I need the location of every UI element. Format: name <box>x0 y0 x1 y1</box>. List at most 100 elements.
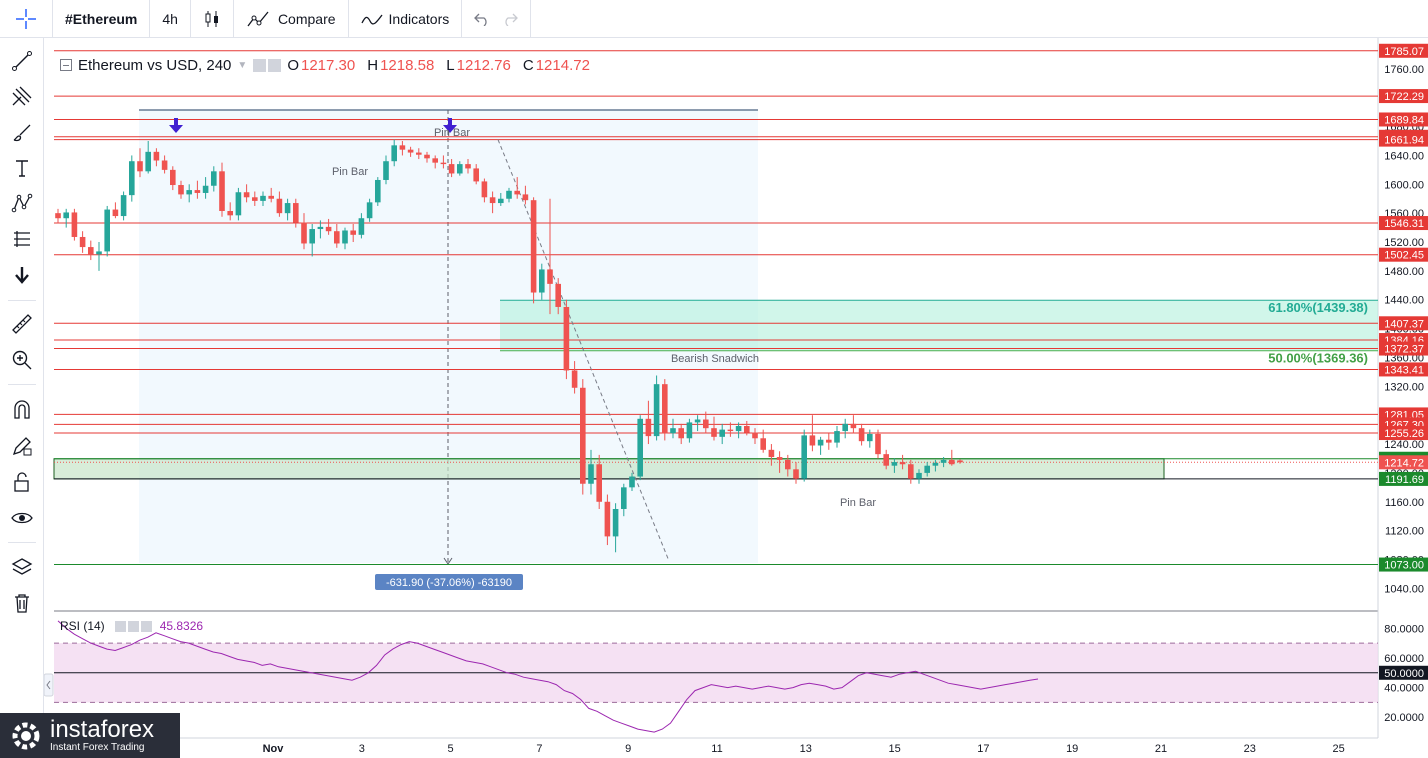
candle-body <box>711 428 717 437</box>
price-level-label: 1073.00 <box>1384 560 1424 572</box>
candle-body <box>79 236 86 248</box>
candle-body <box>957 460 963 463</box>
candle-body <box>571 370 578 388</box>
candle-body <box>842 423 848 432</box>
price-level-badge <box>1379 216 1428 231</box>
brush-tool[interactable] <box>7 117 37 147</box>
candle-body <box>358 218 365 235</box>
price-level-label: 1502.45 <box>1384 250 1424 262</box>
drawing-mode-tool[interactable] <box>7 431 37 461</box>
trendline-icon <box>12 51 32 71</box>
layers-icon <box>11 558 33 575</box>
price-level-badge <box>1379 341 1428 356</box>
candle-body <box>465 164 471 169</box>
price-level-label: 1255.26 <box>1384 428 1424 440</box>
price-level-badge <box>1379 43 1428 58</box>
candle-body <box>293 203 299 223</box>
lock-drawings-tool[interactable] <box>7 467 37 497</box>
candle-body <box>776 457 783 460</box>
eye-icon[interactable] <box>253 58 267 72</box>
candle-body <box>662 384 668 434</box>
symbol-search-button[interactable]: #Ethereum <box>65 10 138 27</box>
price-level-label: 1546.31 <box>1384 218 1424 230</box>
candle-body <box>727 429 734 432</box>
price-tick-label: 1480.00 <box>1384 266 1424 278</box>
candle-body <box>325 226 332 232</box>
measure-tool[interactable] <box>7 309 37 339</box>
rsi-tick-label: 80.0000 <box>1384 623 1424 635</box>
zoom-tool[interactable] <box>7 345 37 375</box>
trendline-tool[interactable] <box>7 46 37 76</box>
pattern-tool[interactable] <box>7 188 37 218</box>
candle-body <box>809 435 816 446</box>
magnet-tool[interactable] <box>7 395 37 425</box>
compare-button[interactable]: Compare <box>234 0 348 38</box>
candle-body <box>678 428 684 439</box>
candle-body <box>817 439 824 446</box>
price-level-badge <box>1379 132 1428 147</box>
candle-body <box>908 464 914 479</box>
price-level-badge <box>1379 426 1428 441</box>
indicators-label: Indicators <box>388 10 450 27</box>
price-level-badge <box>1379 247 1428 262</box>
eye-icon[interactable] <box>114 620 126 632</box>
gear-icon[interactable] <box>268 58 282 72</box>
candle-body <box>867 433 873 442</box>
candle-body <box>768 449 775 458</box>
object-tree-tool[interactable] <box>7 552 37 582</box>
undo-icon <box>474 13 487 26</box>
candle-body <box>719 429 725 437</box>
rsi-level-badge <box>1379 665 1428 680</box>
candle-body <box>416 152 422 155</box>
price-level-label: 1407.37 <box>1384 318 1424 330</box>
pitchfork-tool[interactable] <box>7 81 37 111</box>
remove-drawings-tool[interactable] <box>7 588 37 618</box>
gear-icon[interactable] <box>127 620 139 632</box>
indicators-button[interactable]: Indicators <box>349 0 462 38</box>
chart-type-button[interactable] <box>191 0 233 38</box>
candle-body <box>596 464 602 502</box>
chevron-down-icon[interactable]: ▼ <box>237 59 248 71</box>
time-tick-label: 7 <box>536 743 542 755</box>
candle-body <box>563 306 570 371</box>
hide-drawings-tool[interactable] <box>7 503 37 533</box>
candle-body <box>744 426 750 433</box>
text-tool[interactable] <box>7 153 37 183</box>
close-icon[interactable] <box>140 620 152 632</box>
redo-button[interactable] <box>496 0 530 38</box>
eye-icon <box>11 512 33 524</box>
candle-body <box>276 198 283 214</box>
candle-body <box>891 462 898 466</box>
candle-body <box>399 145 406 150</box>
prediction-tool[interactable] <box>7 224 37 254</box>
candle-body <box>96 251 102 255</box>
price-level-label: 1372.37 <box>1384 344 1424 356</box>
range-arrow-icon <box>443 557 453 565</box>
rsi-title: RSI (14) <box>60 619 105 633</box>
collapse-handle <box>43 673 54 697</box>
candle-body <box>440 162 447 165</box>
candle-body <box>883 454 889 466</box>
compare-icon <box>247 11 269 26</box>
candle-body <box>71 212 78 237</box>
fib-label: 61.80%(1439.38) <box>1268 300 1368 315</box>
crosshair-button[interactable] <box>0 0 52 38</box>
candle-body <box>498 198 504 204</box>
time-tick-label: 5 <box>448 743 454 755</box>
pencil-lock-icon <box>12 437 32 456</box>
collapse-icon[interactable] <box>60 59 72 71</box>
candle-body <box>211 171 217 186</box>
arrow-tool[interactable] <box>7 260 37 290</box>
candle-body <box>514 190 520 195</box>
magnet-icon <box>14 400 30 419</box>
high-value: 1218.58 <box>380 56 435 74</box>
interval-button[interactable]: 4h <box>162 10 178 27</box>
down-arrow-icon <box>169 118 183 133</box>
trash-icon <box>15 594 29 613</box>
candle-body <box>194 190 201 193</box>
undo-button[interactable] <box>462 0 496 38</box>
candle-body <box>506 190 512 199</box>
candle-body <box>309 229 315 244</box>
